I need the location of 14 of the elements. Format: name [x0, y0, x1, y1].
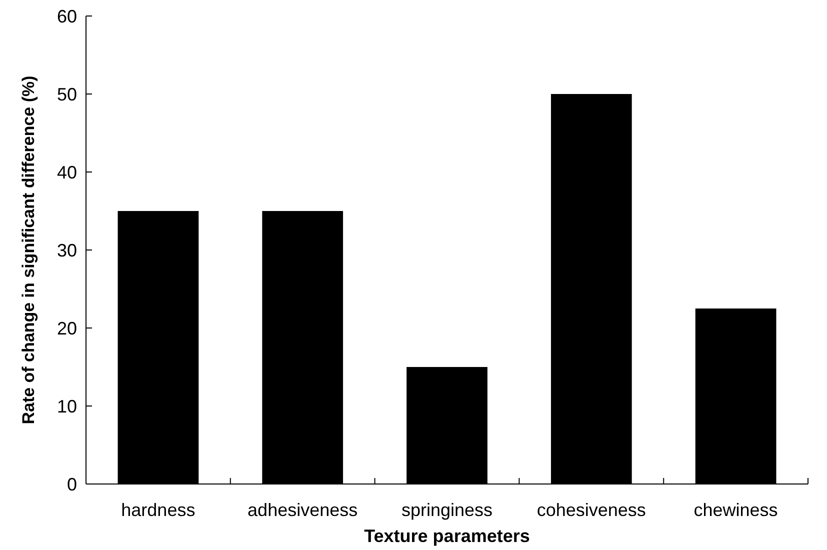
y-tick-label: 0 [66, 474, 77, 494]
x-tick-label: springiness [401, 500, 493, 520]
x-tick-label: cohesiveness [536, 500, 646, 520]
y-tick-label: 30 [56, 240, 77, 260]
x-tick-label: hardness [121, 500, 196, 520]
y-tick-label: 40 [56, 162, 77, 182]
y-tick-label: 10 [56, 396, 77, 416]
x-tick-label: chewiness [694, 500, 778, 520]
y-tick-label: 20 [56, 318, 77, 338]
y-tick-label: 50 [56, 84, 77, 104]
x-axis-title: Texture parameters [364, 526, 530, 546]
y-axis-title: Rate of change in significant difference (%) [19, 76, 38, 424]
y-tick-label: 60 [56, 6, 77, 26]
x-tick-label: adhesiveness [248, 500, 358, 520]
